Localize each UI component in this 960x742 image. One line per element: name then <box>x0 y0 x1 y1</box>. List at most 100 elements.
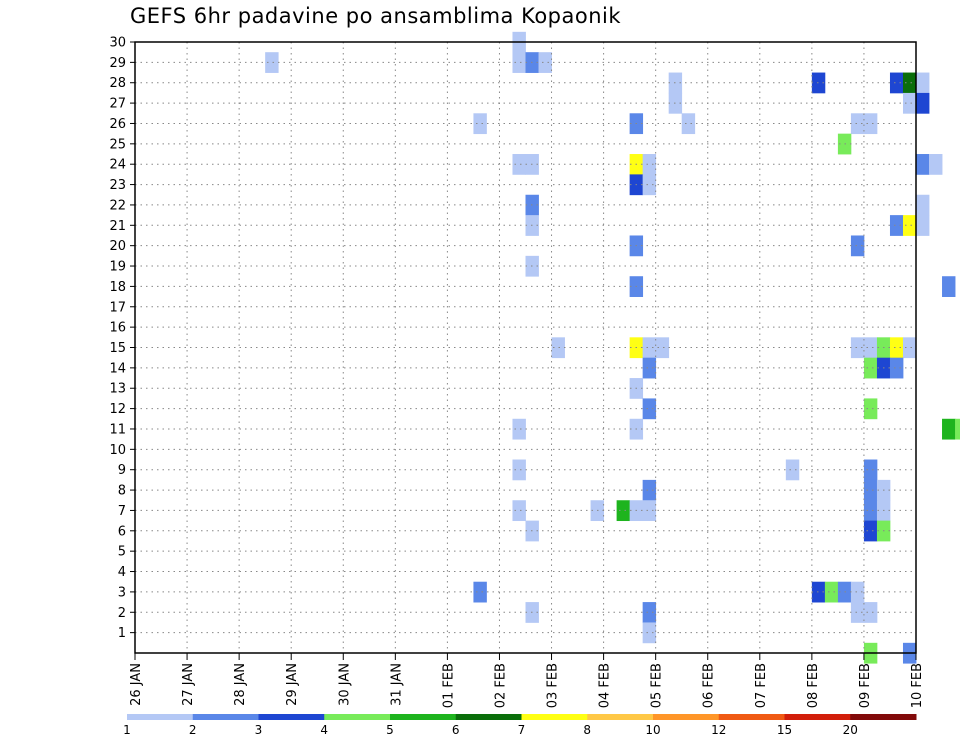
heatmap-cell <box>863 500 878 522</box>
heatmap-cell <box>889 72 904 94</box>
chart-title: GEFS 6hr padavine po ansamblima Kopaonik <box>130 4 622 28</box>
colorbar-swatch <box>587 714 654 720</box>
heatmap-cell <box>512 154 526 175</box>
heatmap-cell <box>889 337 904 359</box>
y-tick-label: 9 <box>118 463 126 478</box>
heatmap-cell <box>850 113 865 135</box>
y-tick-label: 29 <box>109 56 126 71</box>
y-tick-label: 19 <box>109 260 126 275</box>
x-tick-label: 04 FEB <box>598 663 613 708</box>
heatmap-cell <box>850 235 865 257</box>
heatmap-cell <box>902 92 917 114</box>
y-tick-label: 6 <box>118 524 126 539</box>
y-tick-label: 27 <box>109 97 126 112</box>
heatmap-cell <box>642 500 657 522</box>
x-tick-label: 30 JAN <box>337 663 352 706</box>
y-tick-label: 4 <box>118 565 126 580</box>
grid-lines <box>130 41 917 660</box>
heatmap-cell <box>863 337 878 359</box>
colorbar-swatch <box>718 714 785 720</box>
x-axis-labels: 26 JAN 27 JAN 28 JAN 29 JAN 30 JAN 31 JAN 01 F… <box>129 663 925 708</box>
heatmap-cell <box>916 215 930 236</box>
heatmap-cell <box>863 113 878 135</box>
y-tick-label: 8 <box>118 484 126 499</box>
y-tick-label: 2 <box>118 606 126 621</box>
colorbar-swatch <box>127 714 194 720</box>
colorbar-swatch <box>192 714 259 720</box>
y-tick-label: 15 <box>109 341 126 356</box>
y-tick-label: 12 <box>109 402 126 417</box>
colorbar-label: 5 <box>386 723 394 737</box>
x-tick-label: 31 JAN <box>389 663 404 706</box>
heatmap-cell <box>512 418 526 440</box>
y-tick-label: 13 <box>109 382 126 397</box>
heatmap-cell <box>512 500 526 522</box>
y-tick-label: 21 <box>109 219 126 234</box>
heatmap-cell <box>785 459 800 481</box>
heatmap-cell <box>655 337 670 359</box>
heatmap-cell <box>824 581 839 603</box>
heatmap-cell <box>473 581 487 603</box>
x-tick-label: 08 FEB <box>806 663 821 708</box>
colorbar-label: 2 <box>189 723 197 737</box>
heatmap-cell <box>889 215 904 236</box>
heatmap-cell <box>902 72 917 94</box>
colorbar-label: 12 <box>711 723 726 737</box>
y-tick-label: 24 <box>109 158 126 173</box>
heatmap-cell <box>955 418 960 440</box>
heatmap-cell <box>811 581 826 603</box>
y-tick-label: 7 <box>118 504 126 519</box>
colorbar-swatch <box>521 714 588 720</box>
x-tick-label: 01 FEB <box>441 663 456 708</box>
heatmap-cell <box>642 622 657 644</box>
heatmap-cell <box>929 154 943 175</box>
x-tick-label: 09 FEB <box>858 663 873 708</box>
heatmap-cell <box>850 602 865 623</box>
heatmap-cell <box>642 479 657 501</box>
x-tick-label: 07 FEB <box>754 663 769 708</box>
colorbar: 1 2 3 4 5 6 7 8 10 12 15 20 <box>123 714 917 737</box>
y-tick-label: 20 <box>109 239 126 254</box>
colorbar-swatch <box>258 714 325 720</box>
x-tick-label: 02 FEB <box>493 663 508 708</box>
heatmap-cell <box>473 113 487 135</box>
heatmap-cell <box>863 357 878 379</box>
heatmap-cell <box>642 174 657 196</box>
y-tick-label: 22 <box>109 198 126 213</box>
heatmap-cell <box>942 276 956 297</box>
x-tick-label: 26 JAN <box>129 663 144 706</box>
heatmap-cell <box>902 337 917 359</box>
heatmap-cell <box>916 194 930 216</box>
plot-frame <box>134 41 917 654</box>
y-tick-label: 11 <box>109 422 126 437</box>
heatmap-cell <box>916 92 930 114</box>
y-tick-label: 10 <box>109 443 126 458</box>
heatmap-cell <box>863 479 878 501</box>
y-tick-label: 3 <box>118 585 126 600</box>
x-tick-label: 29 JAN <box>285 663 300 706</box>
heatmap-cell <box>512 459 526 481</box>
x-tick-label: 10 FEB <box>910 663 925 708</box>
x-tick-label: 27 JAN <box>181 663 196 706</box>
y-tick-label: 1 <box>118 626 126 641</box>
heatmap-cell <box>916 154 930 175</box>
heatmap-cell <box>850 337 865 359</box>
colorbar-swatch <box>784 714 851 720</box>
colorbar-swatch <box>455 714 522 720</box>
heatmap-cell <box>551 337 565 359</box>
heatmap-cell <box>616 500 631 522</box>
x-tick-label: 03 FEB <box>546 663 561 708</box>
colorbar-label: 6 <box>452 723 460 737</box>
y-tick-label: 16 <box>109 321 126 336</box>
heatmap-cell <box>811 72 826 94</box>
x-tick-label: 06 FEB <box>702 663 717 708</box>
heatmap-cell <box>863 520 878 542</box>
heatmap-cell <box>863 459 878 481</box>
y-tick-label: 26 <box>109 117 126 132</box>
heatmap-cell <box>538 52 552 73</box>
heatmap-cell <box>512 52 526 73</box>
y-tick-label: 23 <box>109 178 126 193</box>
heatmap-cell <box>642 154 657 175</box>
y-axis-labels: 1234567891011121314151617181920212223242… <box>109 36 126 642</box>
